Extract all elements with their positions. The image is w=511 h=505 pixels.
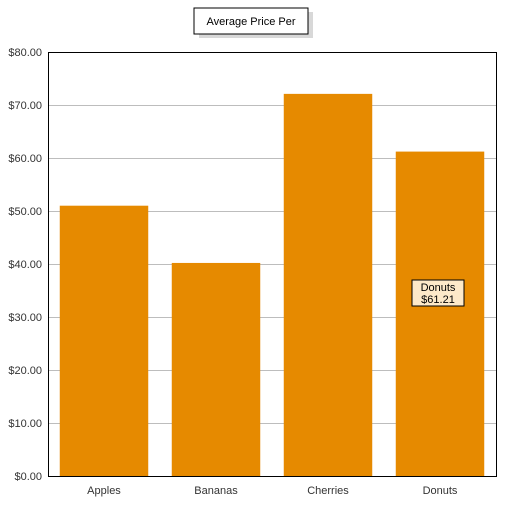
- x-tick-label: Apples: [87, 485, 121, 497]
- y-tick-label: $80.00: [8, 47, 42, 59]
- x-tick-label: Donuts: [423, 485, 458, 497]
- tooltip: Donuts $61.21: [412, 280, 464, 306]
- chart-title-box: Average Price Per: [194, 8, 313, 38]
- y-tick-label: $70.00: [8, 100, 42, 112]
- x-tick-label: Cherries: [307, 485, 349, 497]
- y-tick-label: $20.00: [8, 365, 42, 377]
- bar-cherries[interactable]: [284, 94, 372, 476]
- y-tick-label: $0.00: [14, 471, 42, 483]
- bar-bananas[interactable]: [172, 263, 260, 476]
- y-tick-label: $40.00: [8, 259, 42, 271]
- y-tick-label: $30.00: [8, 312, 42, 324]
- x-tick-label: Bananas: [194, 485, 238, 497]
- bar-apples[interactable]: [60, 206, 148, 476]
- chart-title: Average Price Per: [206, 16, 295, 28]
- bar-donuts[interactable]: [396, 152, 484, 476]
- x-axis-ticks: Apples Bananas Cherries Donuts: [87, 485, 458, 497]
- y-tick-label: $50.00: [8, 206, 42, 218]
- tooltip-value: $61.21: [421, 294, 455, 306]
- y-axis-ticks: $0.00 $10.00 $20.00 $30.00 $40.00 $50.00 $60.0…: [8, 47, 42, 483]
- y-tick-label: $10.00: [8, 418, 42, 430]
- tooltip-category: Donuts: [421, 282, 456, 294]
- y-tick-label: $60.00: [8, 153, 42, 165]
